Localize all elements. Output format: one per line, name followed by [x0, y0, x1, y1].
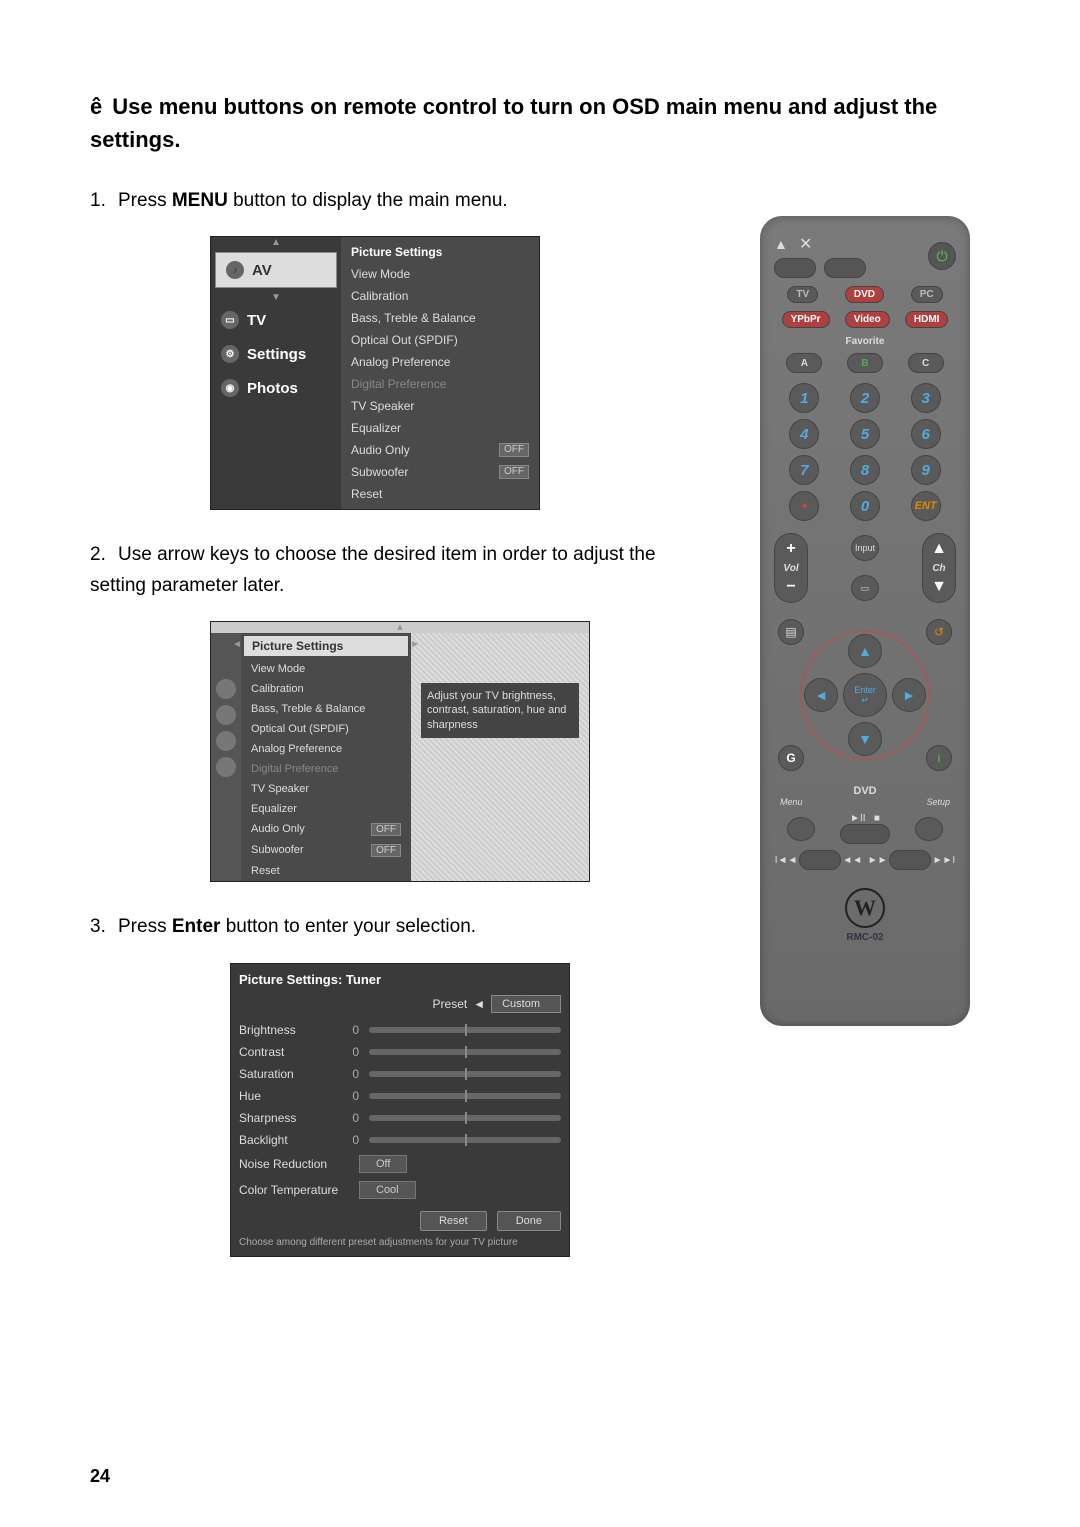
brand-logo: W — [774, 888, 956, 928]
enter-button: Enter↵ — [843, 673, 887, 717]
b-button: B — [847, 353, 883, 373]
input-button: Input — [851, 535, 879, 561]
page-number: 24 — [90, 1466, 110, 1487]
dvd-menu-button — [787, 817, 815, 841]
g-button: G — [778, 745, 804, 771]
dpad: ▤ ↺ G i ▲ ▼ ◄ ► Enter↵ — [774, 615, 956, 775]
ffwd-button — [889, 850, 931, 870]
next-icon: ►►I — [933, 855, 956, 866]
page-heading: êUse menu buttons on remote control to t… — [90, 90, 990, 156]
power-button: ⏻ — [928, 242, 956, 270]
back-button: ↺ — [926, 619, 952, 645]
aspect-button: ▭ — [851, 575, 879, 601]
osd-picture-settings-screenshot: Picture Settings: Tuner Preset◄ Custom B… — [230, 963, 570, 1257]
instructions-column: 1.Press MENU button to display the main … — [90, 186, 700, 1287]
eject-icon: ▲ — [774, 236, 788, 252]
remote-control-illustration: ▲ ✕ ⏻ TV DVD PC YPbPr Video HDMI Favorit… — [760, 216, 970, 1026]
pc-source-button: PC — [911, 286, 943, 303]
reset-button: Reset — [420, 1211, 487, 1231]
dvd-source-button: DVD — [845, 286, 884, 303]
osd-submenu-screenshot: ▲ Picture Settings View Mode Calibration… — [210, 621, 590, 882]
hdmi-button: HDMI — [905, 311, 949, 328]
a-button: A — [786, 353, 822, 373]
mute-icon: ✕ — [799, 236, 812, 253]
rew-button — [799, 850, 841, 870]
dvd-setup-button — [915, 817, 943, 841]
up-button: ▲ — [848, 634, 882, 668]
heading-bullet: ê — [90, 90, 102, 123]
tv-source-button: TV — [787, 286, 818, 303]
left-button: ◄ — [804, 678, 838, 712]
c-button: C — [908, 353, 944, 373]
eject-button — [774, 258, 816, 278]
channel-rocker: ▲Ch▼ — [922, 533, 956, 603]
list-button: ▤ — [778, 619, 804, 645]
mute-button — [824, 258, 866, 278]
down-button: ▼ — [848, 722, 882, 756]
prev-icon: I◄◄ — [775, 855, 798, 866]
info-button: i — [926, 745, 952, 771]
video-button: Video — [845, 311, 890, 328]
osd-main-menu-screenshot: ▲ ♪AV ▼ ▭TV ⚙Settings ◉Photos Picture Se… — [210, 236, 540, 510]
number-pad: 1 2 3 4 5 6 7 8 9 • 0 ENT — [774, 383, 956, 521]
step-3: 3.Press Enter button to enter your selec… — [90, 912, 700, 942]
heading-text: Use menu buttons on remote control to tu… — [90, 94, 937, 152]
step-1: 1.Press MENU button to display the main … — [90, 186, 700, 216]
step-2: 2.Use arrow keys to choose the desired i… — [90, 540, 700, 601]
volume-rocker: +Vol− — [774, 533, 808, 603]
ypbpr-button: YPbPr — [782, 311, 830, 328]
play-pause-button — [840, 824, 890, 844]
done-button: Done — [497, 1211, 561, 1231]
right-button: ► — [892, 678, 926, 712]
